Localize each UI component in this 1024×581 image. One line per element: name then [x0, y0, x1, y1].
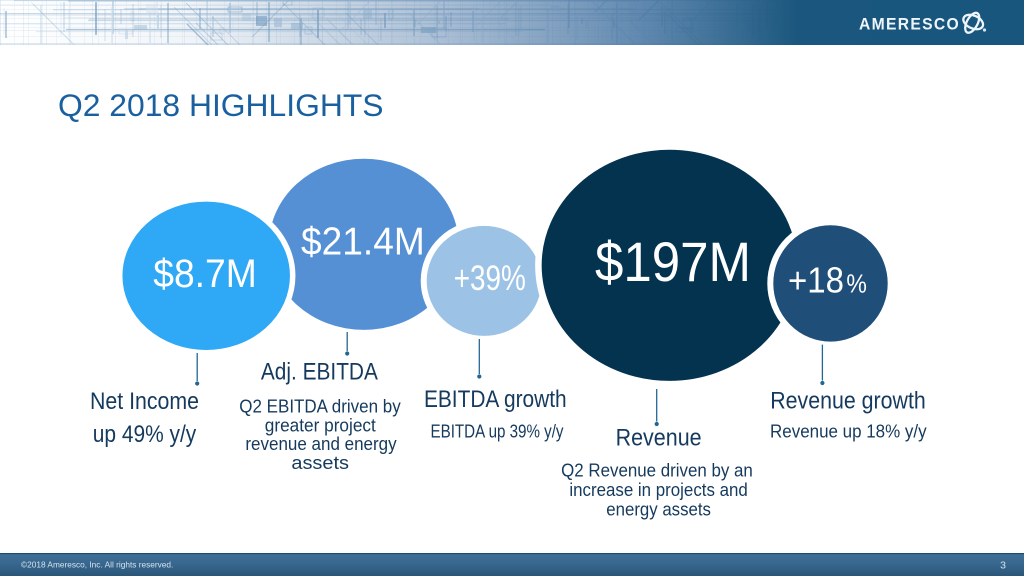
svg-text:%: % [846, 269, 867, 299]
svg-text:energy assets: energy assets [606, 499, 711, 520]
svg-text:+39%: +39% [454, 259, 526, 298]
svg-text:increase in projects and: increase in projects and [569, 479, 747, 500]
svg-text:EBITDA growth: EBITDA growth [424, 387, 567, 413]
svg-text:Q2 2018 HIGHLIGHTS: Q2 2018 HIGHLIGHTS [58, 87, 384, 123]
svg-text:up 49% y/y: up 49% y/y [93, 422, 197, 448]
svg-text:©2018 Ameresco, Inc. All right: ©2018 Ameresco, Inc. All rights reserved… [21, 560, 173, 570]
svg-text:greater project: greater project [265, 414, 376, 435]
svg-text:revenue and energy: revenue and energy [245, 433, 397, 454]
svg-text:3: 3 [1000, 560, 1006, 572]
svg-text:$8.7M: $8.7M [153, 252, 257, 296]
svg-text:$197M: $197M [595, 231, 751, 293]
svg-text:+18: +18 [788, 260, 844, 301]
svg-text:$21.4M: $21.4M [301, 221, 425, 264]
svg-text:Revenue growth: Revenue growth [770, 389, 926, 415]
svg-text:Revenue: Revenue [616, 426, 702, 452]
svg-text:assets: assets [291, 452, 349, 473]
svg-text:AMERESCO: AMERESCO [859, 15, 960, 34]
svg-text:Adj. EBITDA: Adj. EBITDA [261, 360, 378, 386]
svg-text:Q2 Revenue driven by an: Q2 Revenue driven by an [561, 460, 753, 481]
svg-text:EBITDA up 39% y/y: EBITDA up 39% y/y [431, 421, 565, 442]
svg-text:Q2 EBITDA driven by: Q2 EBITDA driven by [239, 396, 401, 417]
svg-text:Net Income: Net Income [90, 389, 199, 415]
svg-text:Revenue up 18% y/y: Revenue up 18% y/y [770, 421, 927, 442]
